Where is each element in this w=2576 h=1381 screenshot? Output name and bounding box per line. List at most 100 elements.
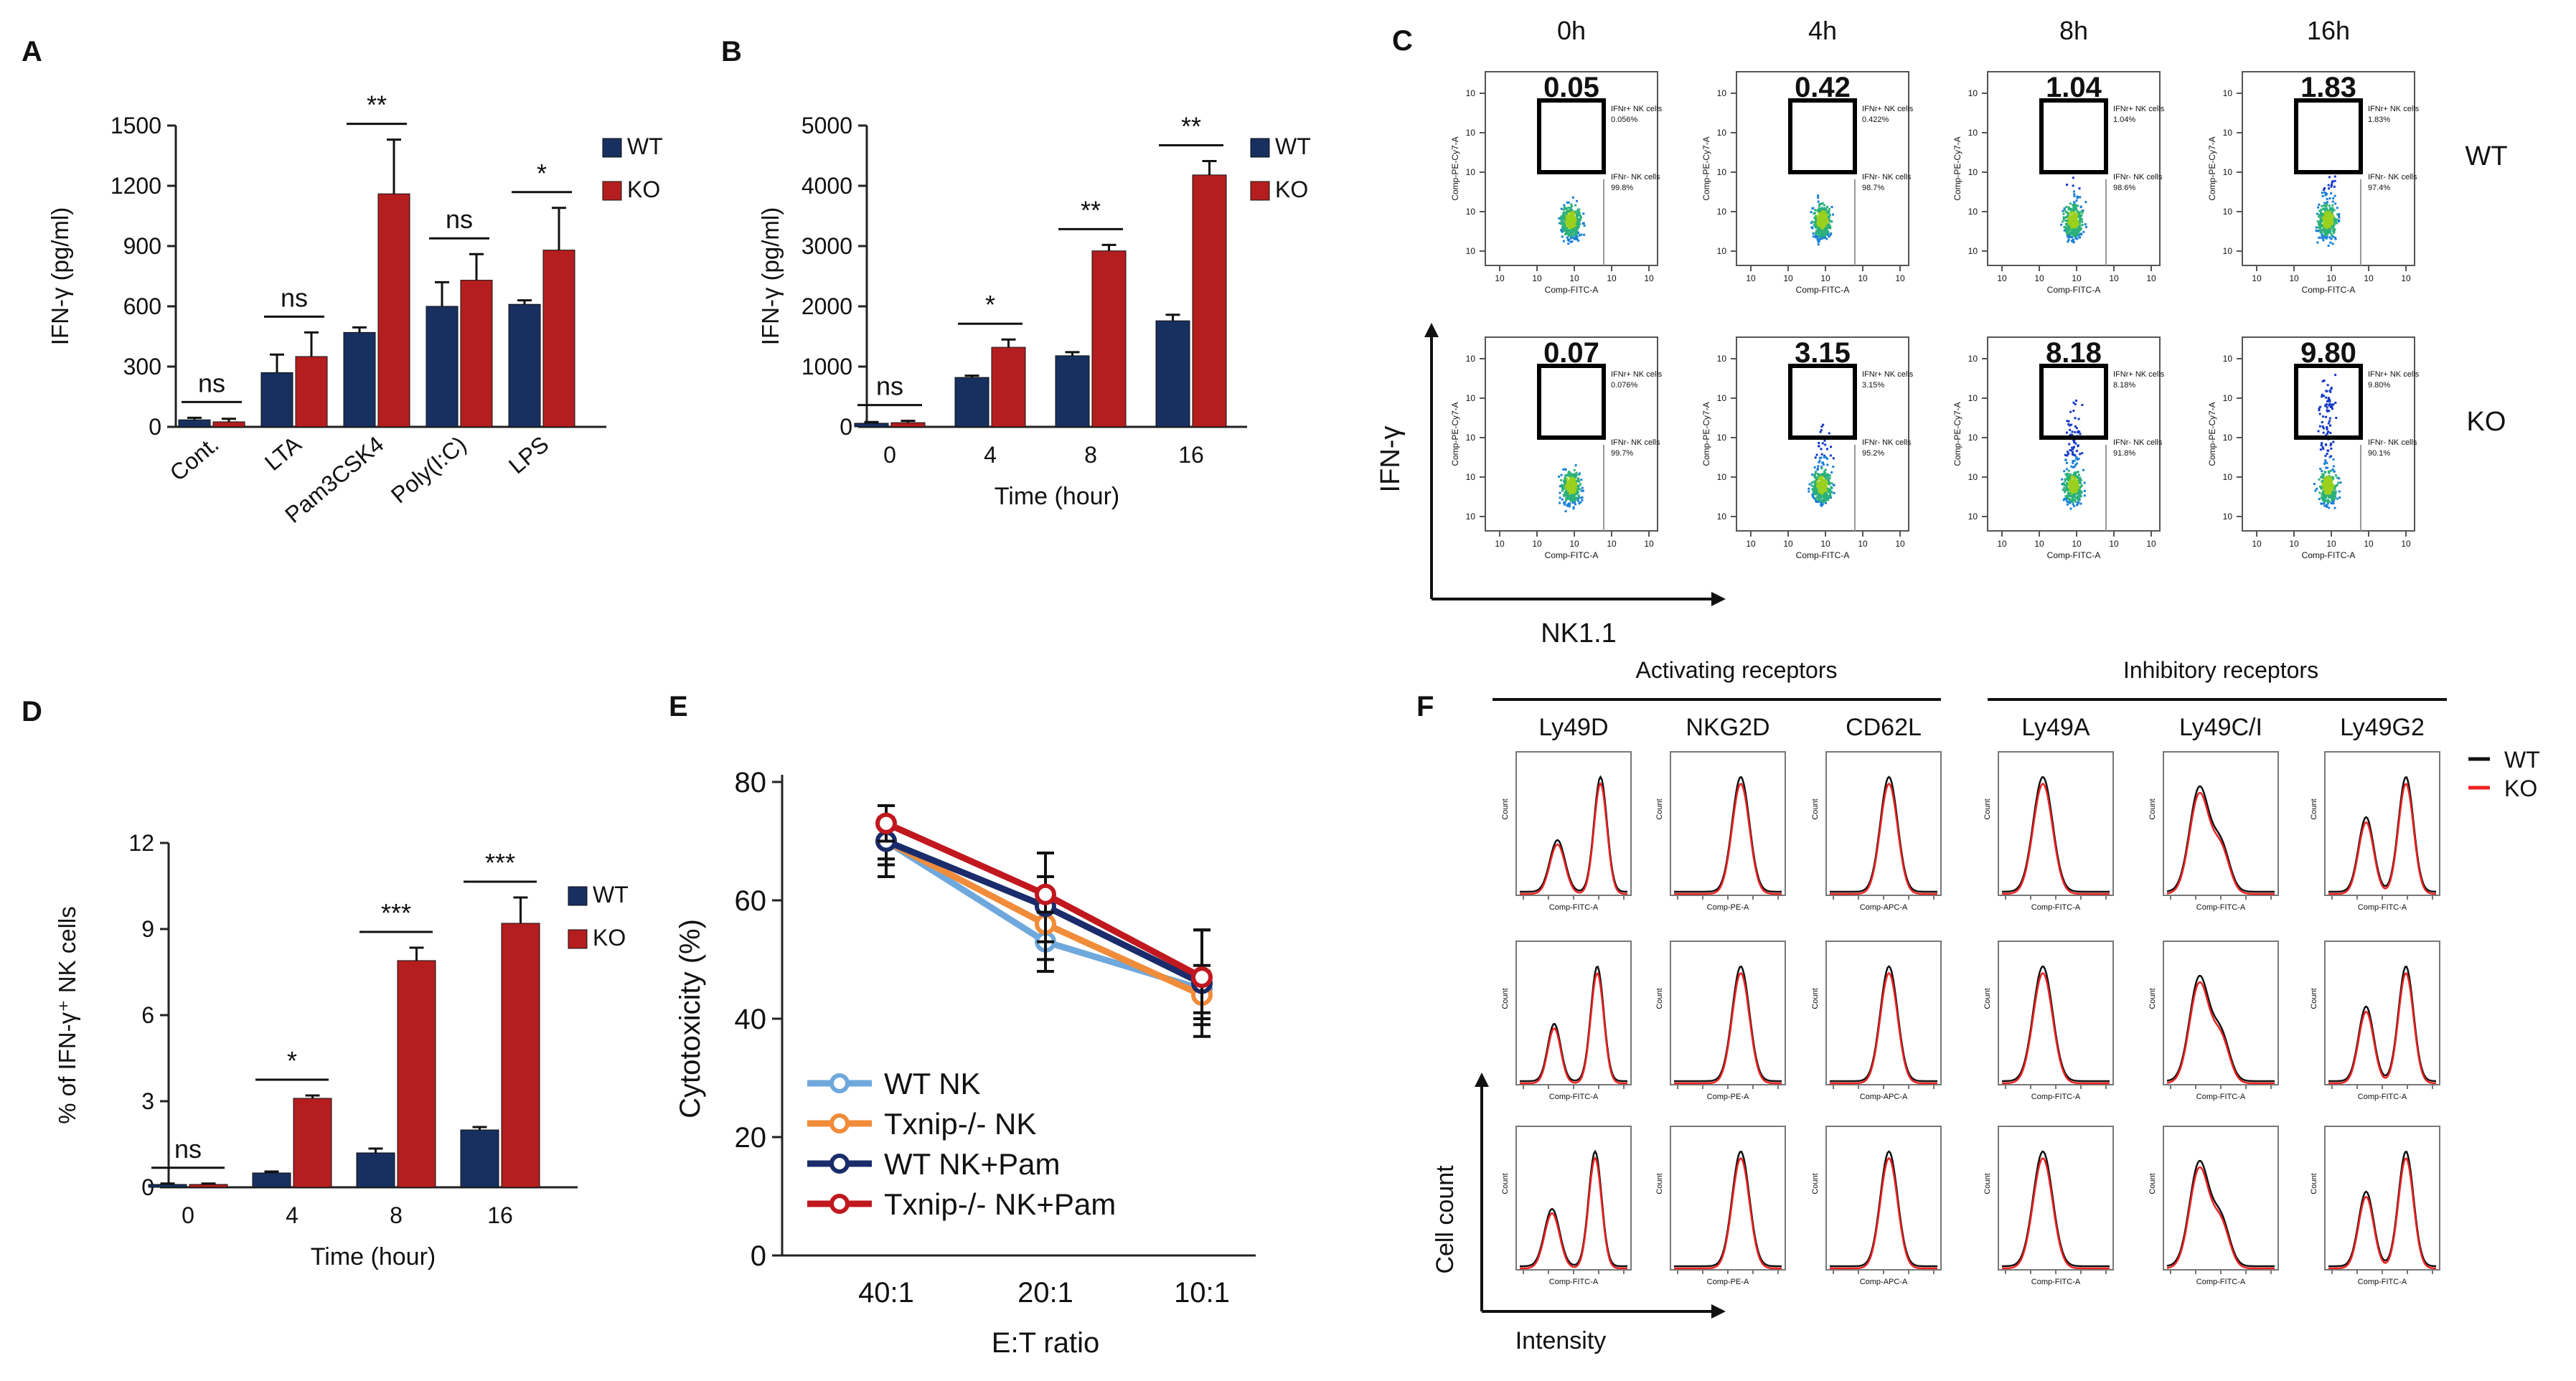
y-axis-name: Count — [1811, 798, 1820, 819]
y-tick-label: 10 — [1717, 167, 1727, 177]
event-dot — [2077, 475, 2079, 478]
event-dot — [2084, 225, 2087, 228]
event-dot — [1822, 483, 1825, 486]
event-dot — [1558, 475, 1561, 478]
event-dot — [2330, 185, 2333, 188]
event-dot — [2325, 415, 2328, 418]
bar-WT-0 — [148, 1184, 187, 1188]
event-dot — [2323, 502, 2326, 505]
event-dot — [2325, 402, 2328, 405]
event-dot — [2324, 483, 2327, 486]
y-axis-name: Comp-PE-Cy7-A — [1450, 402, 1460, 466]
event-dot — [2329, 487, 2332, 490]
y-tick-label: 12 — [128, 830, 154, 856]
event-dot — [2339, 481, 2342, 484]
event-dot — [2070, 230, 2073, 232]
event-dot — [2065, 468, 2068, 471]
y-tick-label: 6 — [141, 1002, 154, 1028]
event-dot — [2320, 208, 2323, 211]
event-dot — [1569, 222, 1572, 225]
event-dot — [1818, 209, 1821, 212]
event-dot — [1574, 222, 1576, 225]
plot-frame — [2242, 336, 2415, 532]
event-dot — [1828, 215, 1830, 218]
event-dot — [2313, 483, 2316, 486]
event-dot — [1575, 484, 1578, 486]
event-dot — [2323, 463, 2326, 466]
event-dot — [2066, 454, 2069, 457]
plot-frame — [2324, 751, 2440, 896]
event-dot — [1828, 220, 1831, 223]
event-dot — [2326, 484, 2329, 487]
series-point-Txnip-/- NK+Pam — [1035, 883, 1056, 905]
event-dot — [2077, 204, 2079, 207]
event-dot — [1576, 219, 1579, 222]
x-tick-label: 4 — [286, 1202, 299, 1228]
legend-marker-WT NK — [829, 1073, 850, 1093]
row-label-KO: KO — [2467, 407, 2506, 437]
event-dot — [2332, 216, 2335, 219]
event-dot — [1823, 223, 1826, 226]
y-tick-label: 5000 — [802, 113, 852, 138]
y-tick-label: 1000 — [802, 354, 852, 380]
event-dot — [2070, 227, 2073, 230]
event-dot — [1574, 218, 1577, 221]
event-dot — [1823, 471, 1826, 474]
event-dot — [2324, 233, 2327, 236]
event-dot — [1824, 499, 1827, 502]
event-dot — [2063, 486, 2066, 489]
event-dot — [2073, 194, 2076, 197]
event-dot — [2068, 225, 2071, 228]
event-dot — [2326, 202, 2328, 205]
event-dot — [1814, 482, 1817, 485]
event-dot — [1566, 488, 1569, 491]
y-tick-label: 10 — [1968, 207, 1978, 217]
gate-label: IFNr- NK cells — [1862, 173, 1912, 182]
event-dot — [2338, 219, 2341, 222]
event-dot — [1814, 232, 1817, 235]
event-dot — [2069, 495, 2072, 498]
event-dot — [1576, 237, 1579, 240]
event-dot — [1565, 220, 1568, 222]
event-dot — [2318, 220, 2321, 223]
y-tick-label: 10 — [1968, 88, 1978, 98]
event-dot — [2074, 496, 2077, 499]
event-dot — [2331, 183, 2333, 186]
event-dot — [1823, 496, 1825, 499]
y-axis-label: Cell count — [1432, 1165, 1459, 1274]
event-dot — [1813, 216, 1816, 219]
event-dot — [2326, 433, 2328, 435]
event-dot — [1828, 489, 1831, 491]
event-dot — [2331, 491, 2334, 494]
event-dot — [2321, 395, 2323, 398]
event-dot — [2328, 402, 2331, 405]
y-tick-label: 10 — [2223, 512, 2233, 522]
event-dot — [2076, 488, 2079, 491]
event-dot — [2326, 486, 2329, 489]
event-dot — [1571, 211, 1574, 214]
event-dot — [2077, 418, 2080, 420]
event-dot — [2331, 181, 2333, 184]
event-dot — [1823, 210, 1826, 213]
x-tick-label: 10 — [1997, 273, 2007, 283]
gate-percent-small: 99.8% — [1611, 184, 1633, 192]
event-dot — [1818, 233, 1821, 236]
gate-percent-small: 9.80% — [2368, 381, 2390, 390]
event-dot — [2323, 395, 2326, 397]
event-dot — [1833, 491, 1835, 494]
event-dot — [1572, 473, 1575, 476]
x-axis-name: Comp-FITC-A — [2302, 285, 2356, 295]
legend-label-WT: WT — [2504, 747, 2540, 773]
x-axis-label: NK1.1 — [1541, 618, 1617, 649]
event-dot — [1828, 479, 1830, 482]
event-dot — [1818, 209, 1820, 212]
event-dot — [2326, 228, 2328, 231]
event-dot — [1821, 210, 1824, 213]
event-dot — [2065, 461, 2068, 464]
event-dot — [2069, 221, 2072, 224]
gate-percent-small: 3.15% — [1862, 381, 1884, 390]
x-axis-label: E:T ratio — [992, 1327, 1099, 1359]
event-dot — [2331, 217, 2333, 220]
event-dot — [2077, 501, 2080, 504]
timepoint-label-16h: 16h — [2307, 16, 2350, 45]
